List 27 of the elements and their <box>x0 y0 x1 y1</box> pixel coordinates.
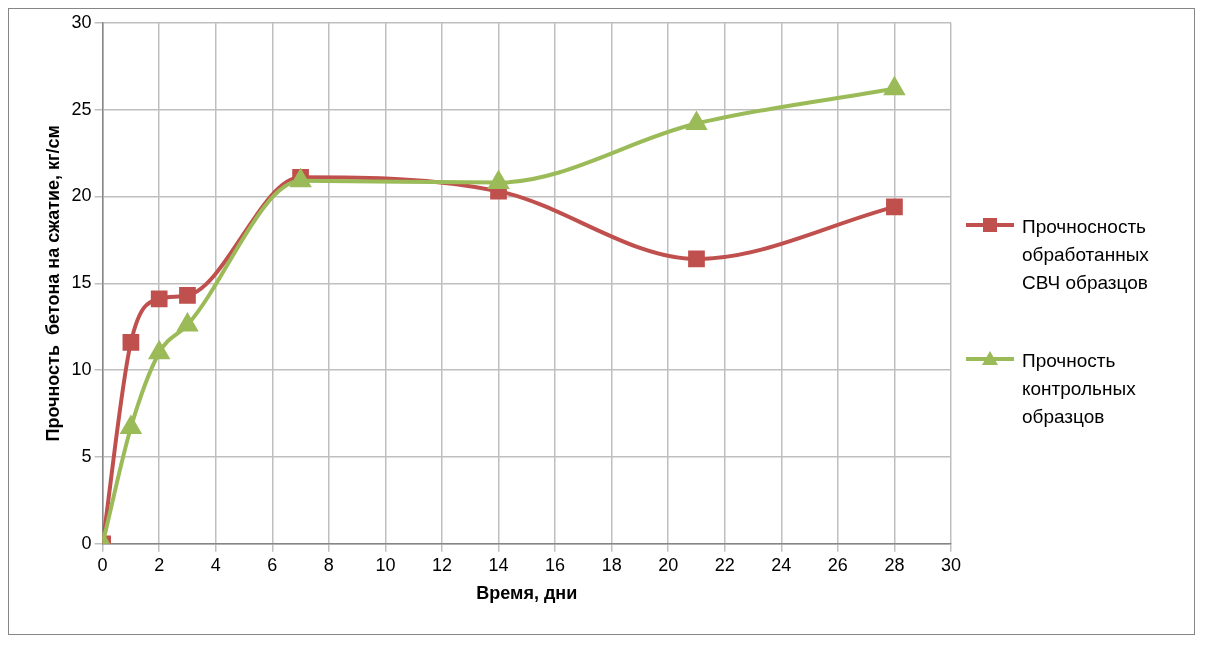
x-axis-title: Время, дни <box>476 583 578 604</box>
x-tick-label: 22 <box>714 554 735 575</box>
x-tick-label: 24 <box>771 554 792 575</box>
x-tick-label: 14 <box>488 554 509 575</box>
x-tick-label: 20 <box>658 554 679 575</box>
x-tick-label: 6 <box>267 554 278 575</box>
legend-label: Прочность контрольных образцов <box>1022 348 1137 429</box>
x-tick-label: 30 <box>940 554 961 575</box>
x-tick-label: 10 <box>375 554 396 575</box>
x-tick-label: 2 <box>154 554 165 575</box>
y-tick-label: 0 <box>81 532 92 553</box>
y-tick-label: 10 <box>71 359 92 380</box>
x-tick-label: 26 <box>827 554 848 575</box>
y-tick-label: 30 <box>71 11 92 32</box>
x-tick-label: 12 <box>431 554 452 575</box>
x-tick-label: 16 <box>545 554 566 575</box>
x-tick-label: 8 <box>323 554 334 575</box>
y-tick-label: 25 <box>71 98 92 119</box>
y-tick-label: 20 <box>71 185 92 206</box>
x-tick-label: 28 <box>884 554 905 575</box>
y-tick-label: 15 <box>71 272 92 293</box>
legend-label: Прочносность обработанных СВЧ образцов <box>1022 214 1150 295</box>
x-tick-label: 0 <box>97 554 108 575</box>
x-tick-label: 4 <box>210 554 221 575</box>
y-tick-label: 5 <box>81 445 92 466</box>
x-tick-label: 18 <box>601 554 622 575</box>
y-axis-title: Прочность бетона на сжатие, кг/см <box>42 125 63 442</box>
